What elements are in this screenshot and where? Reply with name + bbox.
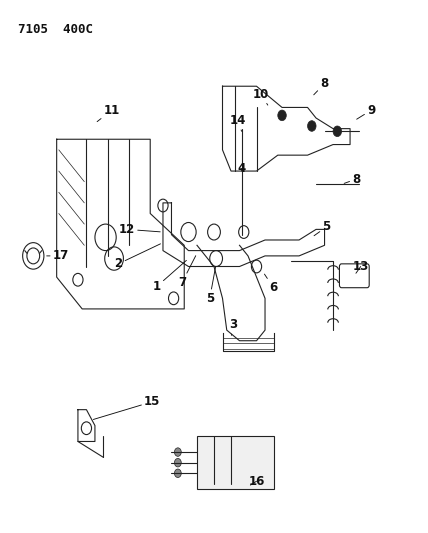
Text: 17: 17: [47, 249, 69, 262]
Text: 14: 14: [229, 114, 246, 131]
Text: 4: 4: [238, 162, 246, 175]
Circle shape: [175, 448, 181, 456]
Circle shape: [333, 126, 342, 136]
Text: 1: 1: [152, 261, 187, 293]
Text: 16: 16: [248, 475, 265, 488]
Text: 7105  400C: 7105 400C: [18, 22, 93, 36]
Text: 12: 12: [119, 223, 160, 236]
Circle shape: [278, 110, 286, 120]
Text: 5: 5: [205, 266, 216, 305]
Text: 10: 10: [253, 87, 269, 105]
Text: 15: 15: [93, 395, 160, 419]
Text: 2: 2: [114, 244, 160, 270]
Text: 11: 11: [97, 103, 120, 122]
FancyBboxPatch shape: [197, 436, 273, 489]
FancyBboxPatch shape: [339, 264, 369, 288]
Text: 8: 8: [344, 173, 360, 185]
Text: 6: 6: [265, 274, 278, 294]
Circle shape: [308, 120, 316, 131]
Text: 8: 8: [314, 77, 329, 95]
Circle shape: [175, 458, 181, 467]
Text: 9: 9: [357, 103, 375, 119]
Text: 13: 13: [353, 260, 369, 273]
Text: 5: 5: [314, 220, 331, 236]
Text: 7: 7: [178, 256, 196, 289]
Text: 3: 3: [229, 318, 237, 335]
Circle shape: [175, 469, 181, 478]
